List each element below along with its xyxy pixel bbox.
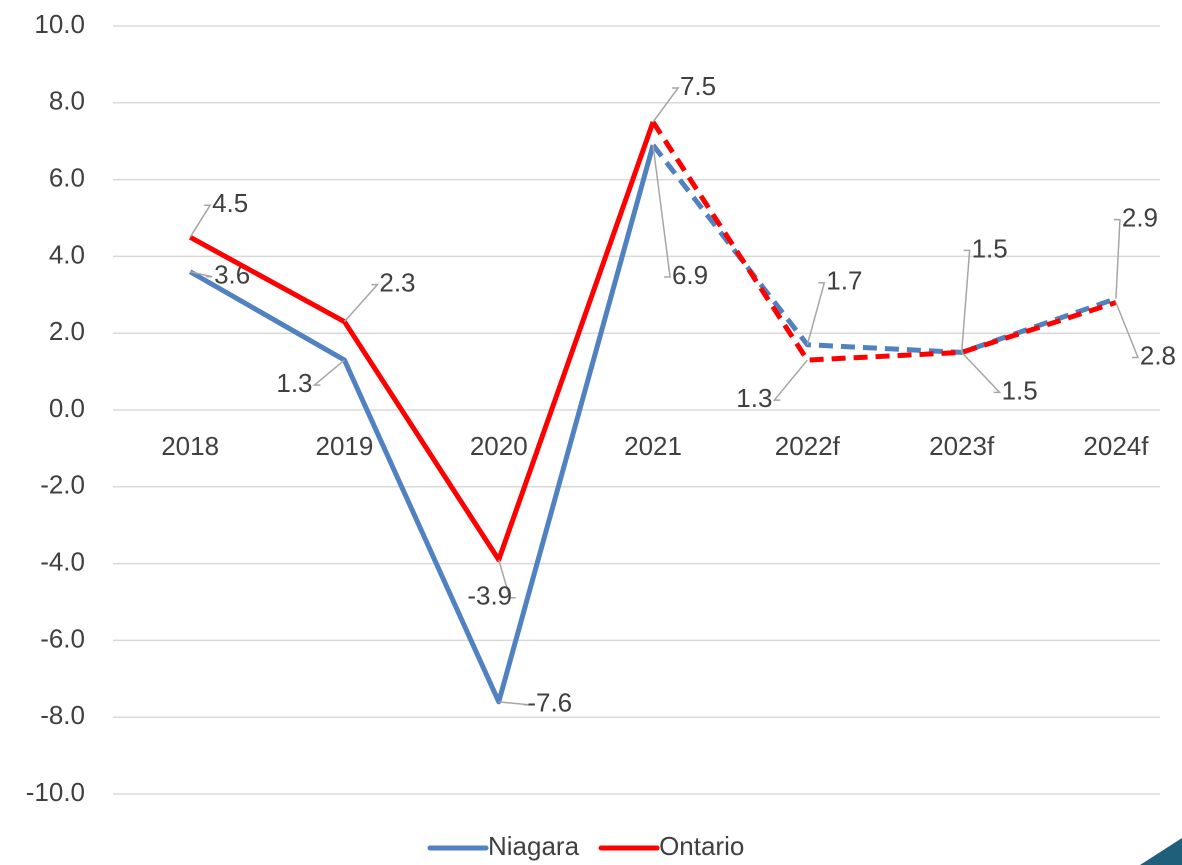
label-leader	[652, 87, 680, 123]
y-tick-label: 4.0	[49, 239, 85, 269]
y-tick-label: 2.0	[49, 316, 85, 346]
y-tick-label: 8.0	[49, 86, 85, 116]
label-leader	[1113, 218, 1121, 299]
data-label: 2.3	[379, 268, 415, 298]
y-tick-label: 6.0	[49, 162, 85, 192]
data-label: 4.5	[212, 188, 248, 218]
x-tick-label: 2023f	[929, 431, 995, 461]
series-line	[188, 144, 656, 705]
legend-label: Niagara	[488, 831, 580, 861]
y-tick-label: -8.0	[40, 700, 85, 730]
label-leader	[189, 204, 212, 238]
label-leader	[960, 249, 971, 353]
label-leader	[312, 359, 345, 386]
data-label: 1.3	[736, 383, 772, 413]
data-label: 1.5	[972, 233, 1008, 263]
x-tick-label: 2018	[161, 431, 219, 461]
legend-label: Ontario	[659, 831, 744, 861]
y-tick-label: -4.0	[40, 546, 85, 576]
data-label: 1.5	[1002, 375, 1038, 405]
y-tick-label: -2.0	[40, 470, 85, 500]
data-label: 1.7	[826, 266, 862, 296]
y-tick-label: 0.0	[49, 393, 85, 423]
x-tick-label: 2019	[316, 431, 374, 461]
label-leader	[806, 281, 826, 345]
x-tick-label: 2021	[624, 431, 682, 461]
series-line	[188, 121, 656, 563]
data-label: 2.8	[1140, 340, 1176, 370]
label-leader	[189, 271, 213, 278]
series-line-forecast	[650, 120, 1117, 363]
label-leader	[961, 351, 1002, 394]
data-label: -3.9	[467, 581, 512, 611]
label-leader	[652, 144, 671, 278]
data-label: 1.3	[276, 368, 312, 398]
data-label: 3.6	[214, 260, 250, 290]
label-leader	[498, 559, 516, 599]
y-tick-label: -6.0	[40, 623, 85, 653]
label-leader	[498, 701, 530, 706]
data-label: 6.9	[672, 260, 708, 290]
x-tick-label: 2020	[470, 431, 528, 461]
label-leader	[1115, 302, 1140, 359]
label-leader	[343, 283, 380, 323]
x-tick-label: 2024f	[1083, 431, 1149, 461]
series-line-forecast	[651, 143, 1117, 355]
corner-decoration	[1140, 838, 1182, 865]
y-tick-label: -10.0	[26, 777, 85, 807]
data-label: -7.6	[527, 688, 572, 718]
y-tick-label: 10.0	[34, 9, 85, 39]
x-tick-label: 2022f	[775, 431, 841, 461]
data-label: 2.9	[1122, 203, 1158, 233]
label-leader	[772, 359, 808, 401]
data-label: 7.5	[680, 71, 716, 101]
